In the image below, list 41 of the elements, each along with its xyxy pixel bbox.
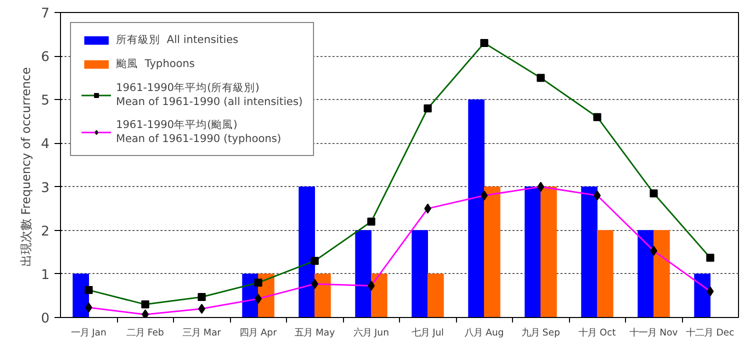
x-tick-label: 二月 Feb: [126, 328, 164, 338]
bar: [484, 186, 500, 318]
legend-label: 1961-1990年平均(颱風) Mean of 1961-1990 (typhoons): [116, 118, 282, 145]
bar: [355, 230, 372, 318]
bar: [524, 186, 541, 318]
x-tick-label: 四月 Apr: [240, 328, 277, 338]
y-tick-label: 6: [41, 50, 50, 66]
legend-label: 1961-1990年平均(所有級別) Mean of 1961-1990 (all intensities): [116, 81, 303, 108]
y-tick-label: 5: [41, 94, 50, 109]
legend-label: 颱風 Typhoons: [116, 57, 195, 71]
bar: [597, 230, 614, 318]
y-tick-label: 0: [41, 312, 50, 326]
x-tick-label: 九月 Sep: [521, 328, 560, 338]
bar: [428, 274, 444, 318]
bar: [638, 230, 654, 318]
bar: [654, 230, 670, 318]
x-tick-label: 五月 May: [294, 328, 336, 338]
bar: [371, 274, 388, 318]
x-tick-label: 七月 Jul: [412, 328, 444, 338]
y-tick-label: 4: [41, 137, 50, 152]
x-tick-label: 十二月 Dec: [686, 328, 734, 338]
x-tick-label: 十月 Oct: [578, 328, 616, 338]
bar: [72, 274, 89, 318]
bar: [314, 274, 331, 318]
bar: [581, 186, 598, 318]
y-tick-label: 1: [41, 268, 50, 283]
y-tick-label: 7: [41, 6, 50, 22]
bar: [412, 230, 428, 318]
y-tick-label: 2: [41, 224, 50, 240]
x-tick-label: 十一月 Nov: [630, 328, 678, 338]
y-tick-label: 3: [41, 180, 50, 196]
x-tick-label: 六月 Jun: [353, 328, 390, 338]
x-tick-label: 八月 Aug: [464, 328, 504, 338]
legend-label: 所有級別 All intensities: [116, 33, 238, 47]
bar: [298, 186, 315, 318]
bar: [468, 99, 484, 318]
x-tick-label: 一月 Jan: [71, 328, 107, 338]
bar: [540, 186, 557, 318]
x-tick-label: 三月 Mar: [182, 328, 222, 338]
bar: [694, 274, 710, 318]
y-axis-title: 出現次數 Frequency of occurrence: [19, 67, 34, 267]
